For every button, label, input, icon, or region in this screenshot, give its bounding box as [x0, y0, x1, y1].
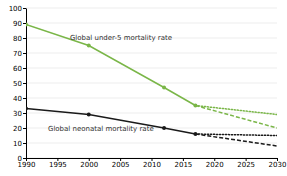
- tick: 2020: [206, 158, 224, 169]
- tick: 2000: [80, 158, 98, 169]
- tick-mark: [23, 38, 26, 39]
- line: [26, 109, 195, 135]
- tick-label: 2020: [206, 161, 224, 169]
- grid-line: [26, 53, 277, 54]
- line: [195, 106, 277, 115]
- tick: 2030: [269, 158, 287, 169]
- grid-line: [26, 143, 277, 144]
- tick-label: 40: [13, 95, 22, 103]
- tick-label: 100: [9, 5, 22, 13]
- tick: 30: [13, 110, 26, 118]
- grid-line: [26, 8, 277, 9]
- grid-line: [26, 68, 277, 69]
- chart: 1990199520002005201020152020202520300102…: [0, 0, 287, 176]
- tick-label: 90: [13, 20, 22, 28]
- annotation: Global neonatal mortality rate: [48, 125, 154, 133]
- tick-mark: [23, 98, 26, 99]
- tick-label: 2015: [174, 161, 192, 169]
- tick-label: 60: [13, 65, 22, 73]
- grid-line: [26, 23, 277, 24]
- tick: 70: [13, 50, 26, 58]
- tick-label: 2025: [237, 161, 255, 169]
- tick-label: 2030: [269, 161, 287, 169]
- line: [195, 134, 277, 136]
- tick: 80: [13, 35, 26, 43]
- tick-mark: [23, 8, 26, 9]
- tick-label: 1995: [49, 161, 67, 169]
- tick: 90: [13, 20, 26, 28]
- tick-label: 2000: [80, 161, 98, 169]
- point: [162, 126, 166, 130]
- tick: 40: [13, 95, 26, 103]
- tick: 1995: [49, 158, 67, 169]
- tick-label: 20: [13, 125, 22, 133]
- line: [195, 106, 277, 129]
- marks: [26, 23, 277, 147]
- tick-label: 70: [13, 50, 22, 58]
- point: [87, 44, 91, 48]
- line: [26, 25, 195, 106]
- tick-mark: [23, 128, 26, 129]
- tick: 20: [13, 125, 26, 133]
- annotation: Global under-5 mortality rate: [70, 34, 172, 42]
- tick-mark: [23, 158, 26, 159]
- tick-label: 50: [13, 80, 22, 88]
- tick-mark: [23, 53, 26, 54]
- tick: 2005: [112, 158, 130, 169]
- tick: 2015: [174, 158, 192, 169]
- tick-mark: [23, 143, 26, 144]
- grid-line: [26, 98, 277, 99]
- tick-mark: [23, 23, 26, 24]
- tick-mark: [23, 83, 26, 84]
- tick-label: 0: [18, 155, 22, 163]
- plot: 1990199520002005201020152020202520300102…: [9, 5, 287, 169]
- point: [26, 107, 28, 111]
- tick-mark: [23, 113, 26, 114]
- tick-mark: [23, 68, 26, 69]
- tick-label: 10: [13, 140, 22, 148]
- y-axis: 0 10 20 30 40 50 60 70 80 90 100: [9, 5, 27, 163]
- tick-label: 80: [13, 35, 22, 43]
- point: [26, 23, 28, 27]
- tick: 50: [13, 80, 26, 88]
- axis-line: [26, 9, 27, 159]
- tick: 2010: [143, 158, 161, 169]
- tick: 2025: [237, 158, 255, 169]
- grid-line: [26, 83, 277, 84]
- grid: [26, 8, 277, 158]
- x-axis: 199019952000200520102015202020252030: [18, 158, 287, 169]
- tick: 10: [13, 140, 26, 148]
- point: [162, 86, 166, 90]
- tick-label: 2005: [112, 161, 130, 169]
- annotations: Global under-5 mortality rate Global neon…: [48, 34, 172, 133]
- tick: 0: [18, 155, 26, 163]
- tick: 100: [9, 5, 26, 13]
- point: [87, 113, 91, 117]
- tick: 60: [13, 65, 26, 73]
- tick-label: 2010: [143, 161, 161, 169]
- line: [195, 134, 277, 146]
- tick-label: 30: [13, 110, 22, 118]
